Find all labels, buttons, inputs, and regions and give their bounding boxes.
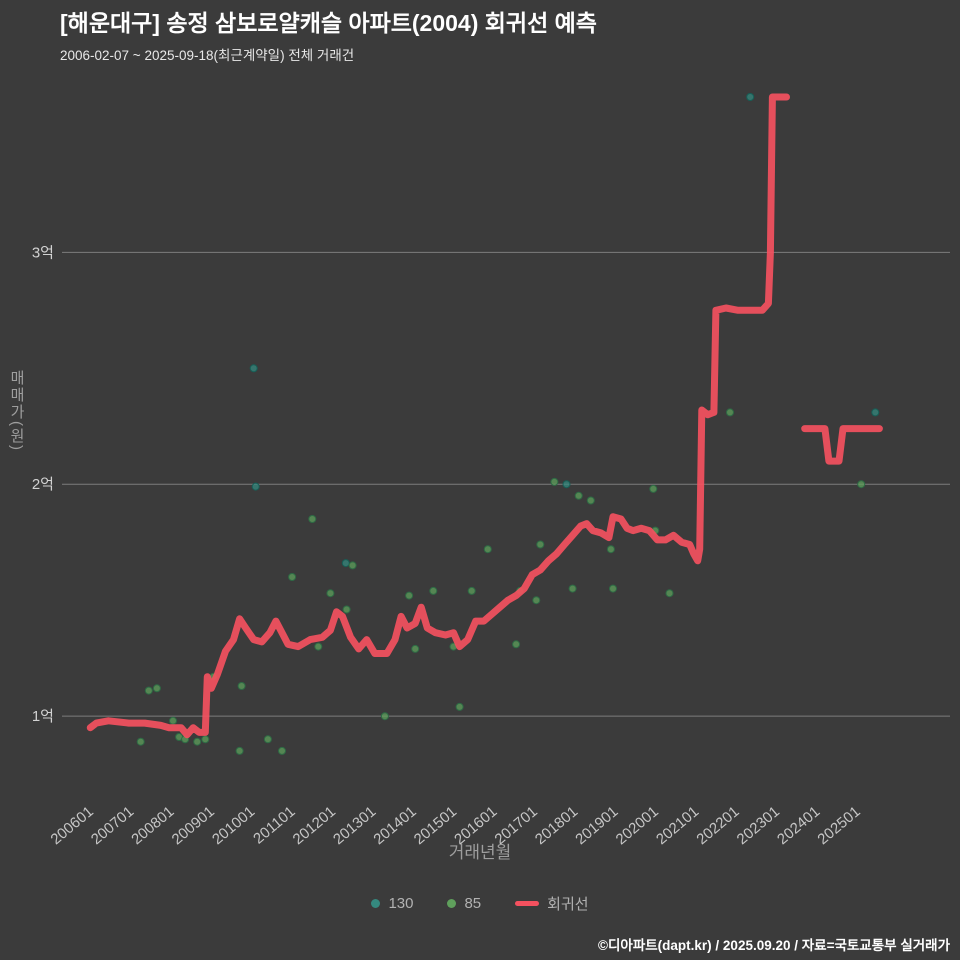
scatter-point-85[interactable] [568,584,577,593]
scatter-point-85[interactable] [586,496,595,505]
x-axis-title: 거래년월 [448,843,512,862]
scatter-point-85[interactable] [606,545,615,554]
scatter-point-85[interactable] [550,477,559,486]
chart-header: [해운대구] 송정 삼보로얄캐슬 아파트(2004) 회귀선 예측 2006-0… [60,10,597,64]
scatter-point-130[interactable] [251,482,260,491]
scatter-point-130[interactable] [746,93,755,101]
teal-dot-icon [371,899,381,908]
y-tick-label: 1억 [32,708,54,725]
scatter-point-85[interactable] [429,586,438,595]
red-line-icon [515,901,540,906]
scatter-point-85[interactable] [609,584,617,593]
scatter-point-85[interactable] [314,642,323,651]
scatter-point-85[interactable] [726,408,734,417]
legend-item-130[interactable]: 130 [371,895,413,912]
scatter-point-130[interactable] [341,559,350,568]
scatter-point-85[interactable] [348,561,357,570]
chart-legend: 130 85 회귀선 [0,893,960,914]
regression-line[interactable] [801,425,883,465]
scatter-point-130[interactable] [871,408,880,417]
scatter-point-85[interactable] [169,716,177,725]
scatter-point-85[interactable] [193,737,202,746]
y-tick-label: 2억 [32,476,54,493]
scatter-point-85[interactable] [152,684,161,693]
scatter-point-130[interactable] [562,480,571,489]
scatter-point-85[interactable] [536,540,545,549]
page-subtitle: 2006-02-07 ~ 2025-09-18(최근계약일) 전체 거래건 [60,47,355,63]
scatter-point-85[interactable] [532,596,541,605]
scatter-point-130[interactable] [249,364,258,373]
scatter-point-85[interactable] [857,480,866,489]
scatter-point-85[interactable] [665,589,674,598]
scatter-point-85[interactable] [278,746,286,755]
regression-line[interactable] [86,93,790,739]
scatter-point-85[interactable] [467,586,476,595]
legend-item-regression[interactable]: 회귀선 [515,893,589,914]
scatter-point-85[interactable] [512,640,521,649]
scatter-point-85[interactable] [326,589,335,598]
regression-chart[interactable]: 1억2억3억2006012007012008012009012010012011… [0,0,960,880]
scatter-point-85[interactable] [574,491,583,500]
legend-label: 회귀선 [547,896,589,913]
scatter-point-85[interactable] [288,573,297,581]
y-tick-label: 3억 [32,244,54,261]
page-title: [해운대구] 송정 삼보로얄캐슬 아파트(2004) 회귀선 예측 [60,10,597,36]
legend-item-85[interactable]: 85 [447,895,481,912]
credit-line: ©디아파트(dapt.kr) / 2025.09.20 / 자료=국토교통부 실… [598,938,950,953]
scatter-point-85[interactable] [649,484,658,493]
scatter-point-85[interactable] [411,644,420,653]
scatter-point-85[interactable] [235,746,244,755]
scatter-point-85[interactable] [263,735,272,744]
green-dot-icon [447,899,457,908]
scatter-point-85[interactable] [380,712,389,721]
legend-label: 130 [388,895,414,912]
scatter-point-85[interactable] [455,702,464,711]
y-axis-title: 매매가(원) [8,370,25,452]
scatter-point-85[interactable] [342,605,351,614]
scatter-point-85[interactable] [237,682,246,690]
scatter-point-85[interactable] [136,737,145,746]
scatter-point-85[interactable] [308,515,317,523]
legend-label: 85 [464,895,482,912]
scatter-point-85[interactable] [405,591,414,600]
scatter-point-85[interactable] [201,735,210,744]
scatter-point-85[interactable] [483,545,492,554]
scatter-point-85[interactable] [144,686,153,695]
